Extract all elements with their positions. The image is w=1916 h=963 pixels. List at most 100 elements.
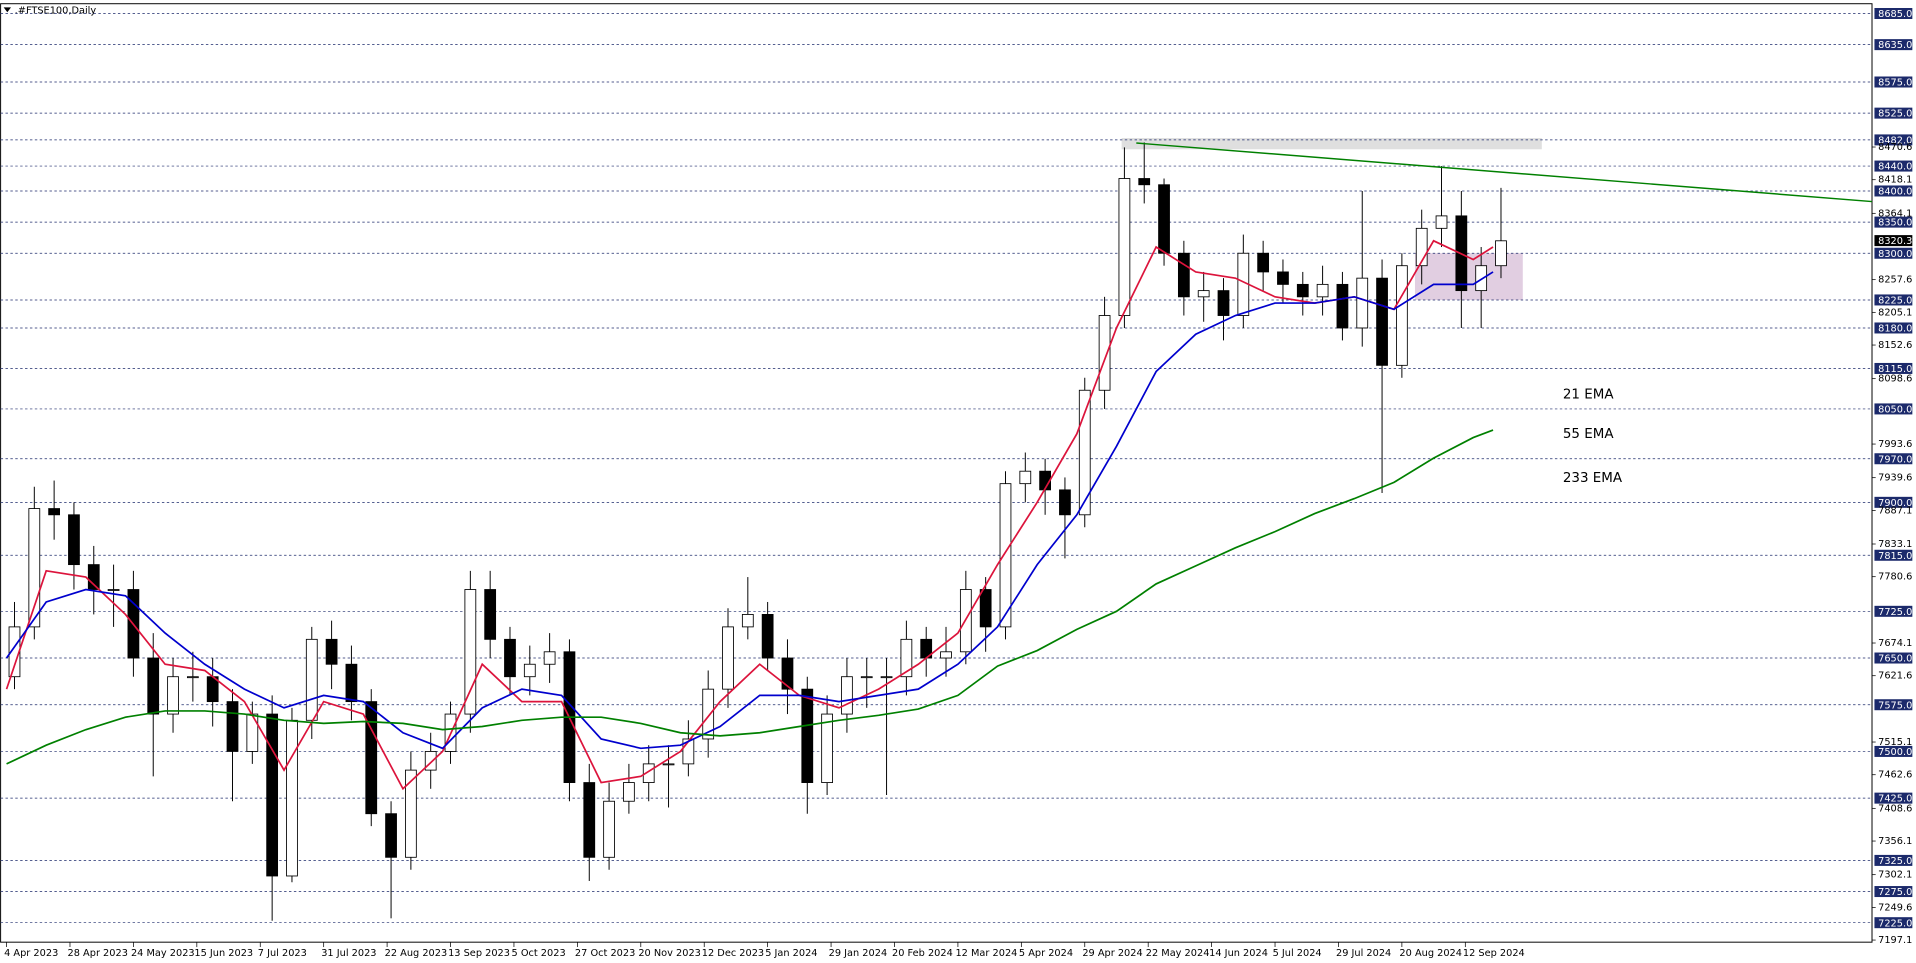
trendline <box>1136 142 1873 203</box>
level-label-box <box>1874 107 1913 119</box>
ema-line <box>5 239 1494 791</box>
candle-body <box>1336 283 1349 329</box>
level-label: 8482.0 <box>1878 136 1912 147</box>
x-tick-label: 5 Jan 2024 <box>765 948 817 959</box>
candle-body <box>880 676 893 679</box>
level-label: 8115.0 <box>1878 364 1912 375</box>
ema-line <box>5 271 1494 750</box>
candle-body <box>464 589 477 715</box>
ema-label: 233 EMA <box>1563 471 1623 486</box>
level-label: 8525.0 <box>1878 109 1912 120</box>
x-tick-label: 5 Oct 2023 <box>512 948 566 959</box>
candle-body <box>1356 277 1369 329</box>
level-label: 7225.0 <box>1878 918 1912 929</box>
level-label: 8050.0 <box>1878 405 1912 416</box>
level-label: 8225.0 <box>1878 296 1912 307</box>
y-tick-label: 8418.1 <box>1878 175 1912 186</box>
level-label-box <box>1874 39 1913 51</box>
x-tick-label: 24 May 2023 <box>131 948 195 959</box>
candle-body <box>682 738 695 765</box>
level-label-box <box>1874 8 1913 19</box>
candle-body <box>821 713 833 783</box>
level-label: 7425.0 <box>1878 794 1912 805</box>
level-label-box <box>1874 160 1913 172</box>
menu-arrow <box>3 7 11 13</box>
candle-body <box>1495 240 1507 267</box>
candle-body <box>523 663 536 678</box>
candle-body <box>345 663 358 703</box>
level-label: 8400.0 <box>1878 187 1912 198</box>
ema-label: 55 EMA <box>1563 427 1614 442</box>
level-label: 7575.0 <box>1878 700 1912 711</box>
candle-body <box>305 638 318 721</box>
candle-body <box>1098 315 1111 391</box>
y-tick-label: 7833.1 <box>1878 539 1912 550</box>
last-price-label: 8320.3 <box>1878 236 1912 247</box>
candle-body <box>1078 389 1091 516</box>
level-label-box <box>1874 134 1913 146</box>
y-tick-label: 7993.6 <box>1878 439 1912 450</box>
candle-body <box>28 508 41 628</box>
y-tick-label: 8470.6 <box>1878 142 1912 153</box>
x-tick-label: 20 Aug 2024 <box>1399 948 1462 959</box>
candle-body <box>186 676 199 679</box>
candle-body <box>603 800 615 858</box>
candle-body <box>860 676 873 679</box>
x-tick-label: 5 Apr 2024 <box>1019 948 1073 959</box>
x-tick-label: 22 May 2024 <box>1146 948 1210 959</box>
y-tick-label: 7887.1 <box>1878 505 1912 516</box>
level-label: 8300.0 <box>1878 249 1912 260</box>
y-tick-label: 7302.1 <box>1878 870 1912 881</box>
candle-body <box>1296 283 1309 298</box>
candle-body <box>741 614 754 628</box>
level-label-box <box>1874 917 1913 929</box>
level-label: 7325.0 <box>1878 856 1912 867</box>
candle-body <box>424 751 437 771</box>
level-label-box <box>1874 76 1913 88</box>
level-label: 8575.0 <box>1878 78 1912 89</box>
candle-body <box>900 638 913 678</box>
x-tick-label: 5 Jul 2024 <box>1273 948 1322 959</box>
x-tick-label: 20 Feb 2024 <box>892 948 953 959</box>
candle-body <box>1396 265 1408 366</box>
x-tick-label: 20 Nov 2023 <box>638 948 701 959</box>
candle-body <box>1316 283 1329 298</box>
candle-body <box>1197 290 1210 298</box>
candle-body <box>325 638 338 665</box>
y-tick-label: 7780.6 <box>1878 572 1912 583</box>
level-label-box <box>1874 699 1913 711</box>
candle-body <box>504 638 516 678</box>
level-label-box <box>1874 294 1913 306</box>
candle-body <box>979 589 992 628</box>
level-label-box <box>1874 185 1913 197</box>
level-label: 7650.0 <box>1878 654 1912 665</box>
candle-body <box>999 483 1012 628</box>
y-tick-label: 7197.1 <box>1878 935 1912 946</box>
level-label-box <box>1874 322 1913 334</box>
y-tick-label: 7515.1 <box>1878 737 1912 748</box>
level-label: 8685.0 <box>1878 9 1912 20</box>
candle-body <box>107 589 120 591</box>
x-tick-label: 12 Sep 2024 <box>1463 948 1525 959</box>
candle-body <box>940 651 952 659</box>
zone <box>1121 138 1542 150</box>
level-label: 8180.0 <box>1878 324 1912 335</box>
x-tick-label: 27 Oct 2023 <box>575 948 635 959</box>
level-label-box <box>1874 549 1913 561</box>
candle-body <box>1277 271 1289 285</box>
level-label-box <box>1874 403 1913 415</box>
candle-body <box>1177 252 1190 298</box>
x-tick-label: 4 Apr 2023 <box>4 948 58 959</box>
y-tick-label: 7939.6 <box>1878 473 1912 484</box>
y-tick-label: 8364.1 <box>1878 208 1912 219</box>
x-tick-label: 29 Jul 2024 <box>1336 948 1391 959</box>
level-label-box <box>1874 216 1913 228</box>
candle-body <box>484 589 497 640</box>
candle-body <box>543 651 556 665</box>
candle-body <box>781 657 794 690</box>
y-tick-label: 7249.6 <box>1878 902 1912 913</box>
y-tick-label: 8152.6 <box>1878 340 1912 351</box>
candle-body <box>68 514 80 566</box>
